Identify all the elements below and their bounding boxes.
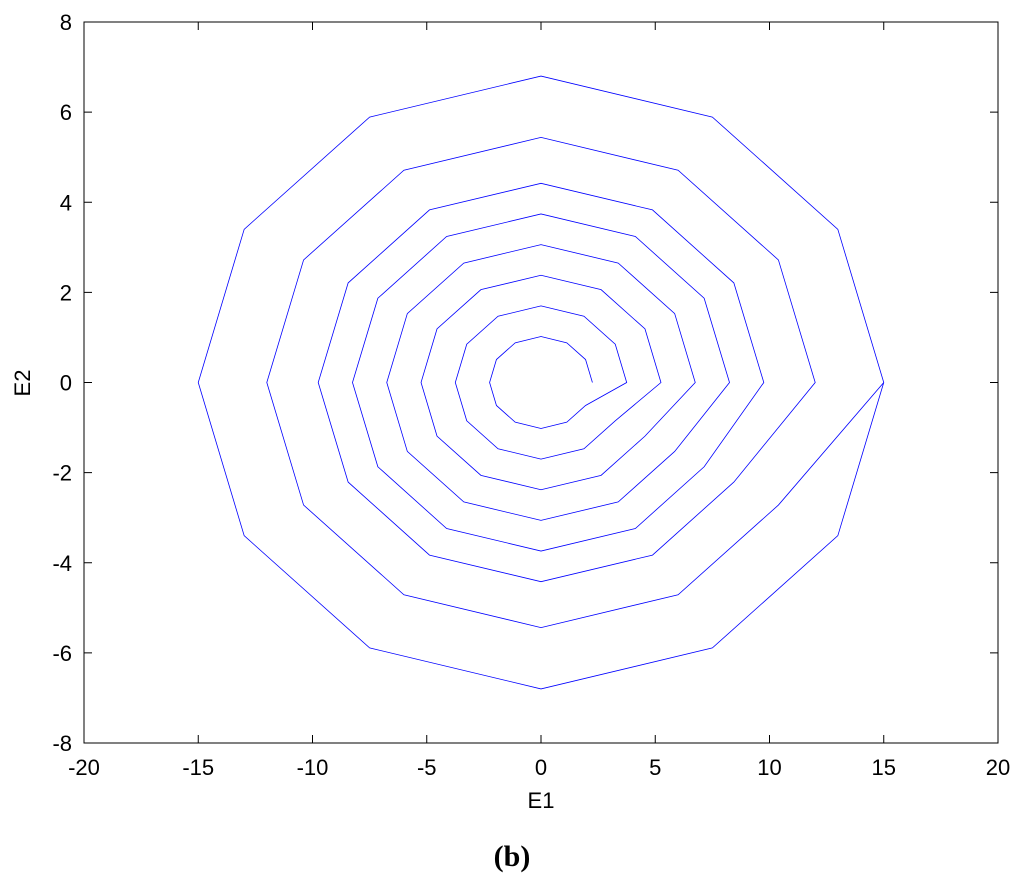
x-tick-label: 15	[872, 755, 896, 780]
x-tick-label: -5	[417, 755, 437, 780]
y-tick-label: -4	[52, 551, 72, 576]
x-tick-label: 10	[757, 755, 781, 780]
plot-frame	[83, 21, 999, 744]
y-tick-label: 6	[60, 100, 72, 125]
x-tick-label: -20	[68, 755, 100, 780]
caption: (b)	[494, 840, 531, 873]
y-tick-label: 4	[60, 190, 72, 215]
x-tick-label: 0	[535, 755, 547, 780]
y-tick-label: 0	[60, 371, 72, 396]
y-tick-label: -6	[52, 641, 72, 666]
x-tick-label: 5	[649, 755, 661, 780]
y-tick-label: -2	[52, 461, 72, 486]
x-axis-label: E1	[528, 788, 555, 813]
trajectory-line	[197, 75, 885, 690]
y-tick-label: -8	[52, 731, 72, 756]
y-tick-label: 2	[60, 280, 72, 305]
x-tick-label: 20	[986, 755, 1010, 780]
x-tick-label: -10	[297, 755, 329, 780]
y-axis-label: E2	[10, 370, 35, 397]
y-tick-label: 8	[60, 10, 72, 35]
x-tick-label: -15	[182, 755, 214, 780]
